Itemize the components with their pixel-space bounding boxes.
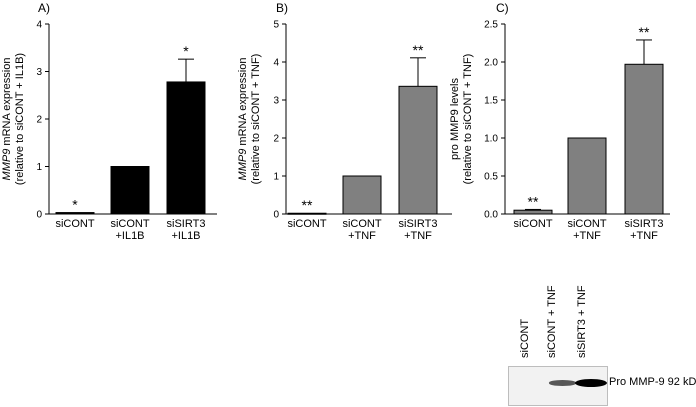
bar-2 [567,137,607,215]
y-tick-label: 4 [36,20,42,31]
y-tick-label: 1 [273,172,279,183]
bar-1 [513,209,553,215]
y-axis-label: (relative to siCONT + TNF) [250,54,262,185]
x-tick-label: siCONT [287,218,326,230]
panel-label: B) [276,1,288,15]
y-tick-label: 1.0 [484,134,498,145]
y-axis-label: pro MMP9 levels [449,78,461,160]
significance-marker: * [72,197,78,213]
western-blot-image [508,366,608,406]
blot-lane-label: siCONT + TNF [546,285,558,358]
bar-3 [398,85,438,215]
significance-marker: ** [413,42,424,58]
significance-marker: ** [639,24,650,40]
bar-3 [166,81,206,215]
y-tick-label: 2 [273,134,279,145]
x-tick-label: siSIRT3 [399,218,438,230]
blot-lane-label: siSIRT3 + TNF [576,285,588,358]
x-tick-label: +TNF [573,230,601,242]
x-tick-label: +TNF [630,230,658,242]
x-tick-label: siCONT [513,218,552,230]
y-axis-label: MMP9 mRNA expression [237,58,249,181]
y-tick-label: 0.5 [484,172,498,183]
y-tick-label: 1 [36,162,42,173]
x-tick-label: +IL1B [171,230,200,242]
x-tick-label: +TNF [348,230,376,242]
y-tick-label: 1.5 [484,96,498,107]
x-tick-label: siSIRT3 [625,218,664,230]
blot-band [575,379,607,387]
y-axis-label: MMP9 mRNA expression [1,58,13,181]
significance-marker: ** [528,193,539,209]
y-tick-label: 2.5 [484,20,498,31]
y-tick-label: 3 [36,67,42,78]
x-tick-label: siCONT [342,218,381,230]
significance-marker: * [183,43,189,59]
chart-panel-3: C)0.00.51.01.52.02.5**siCONT siCONT+TNF**… [449,1,670,242]
y-axis-label: (relative to siCONT + IL1B) [14,53,26,185]
y-axis-label: (relative to siCONT + TNF) [462,54,474,185]
panel-label: A) [38,1,50,15]
significance-marker: ** [302,197,313,213]
y-tick-label: 2 [36,115,42,126]
bar-3 [624,63,664,215]
blot-band [549,380,576,386]
y-tick-label: 4 [273,58,279,69]
western-blot-caption: Pro MMP-9 92 kD [609,376,696,388]
bar-2 [342,175,382,215]
y-tick-label: 0.0 [484,210,498,221]
bar-2 [110,166,150,215]
bar-1 [55,212,95,215]
x-tick-label: siSIRT3 [167,218,206,230]
y-tick-label: 3 [273,96,279,107]
x-tick-label: siCONT [110,218,149,230]
y-tick-label: 0 [273,210,279,221]
y-tick-label: 2.0 [484,58,498,69]
x-tick-label: +TNF [404,230,432,242]
x-tick-label: +IL1B [115,230,144,242]
blot-lane-label: siCONT [519,318,531,358]
y-tick-label: 0 [36,210,42,221]
panel-label: C) [496,1,509,15]
bar-1 [287,212,327,215]
x-tick-label: siCONT [55,218,94,230]
y-tick-label: 5 [273,20,279,31]
x-tick-label: siCONT [567,218,606,230]
